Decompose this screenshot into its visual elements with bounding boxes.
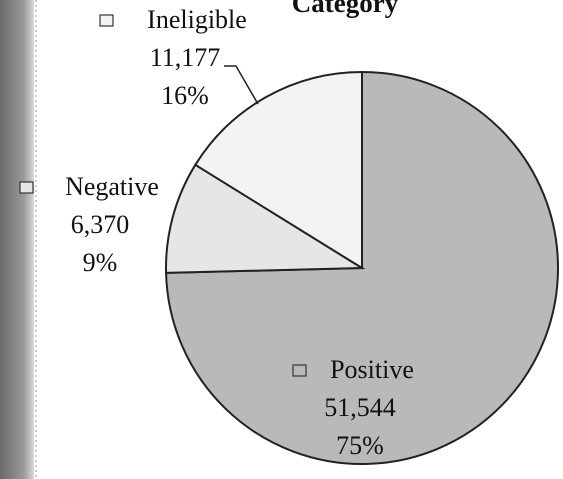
value-label: 11,177: [150, 43, 221, 72]
percent-label: 16%: [161, 81, 209, 110]
percent-label: 75%: [336, 431, 384, 460]
legend-label: Ineligible: [147, 5, 247, 34]
legend-icon: [99, 14, 114, 27]
pie-slice: [165, 70, 559, 465]
pie-slice: [165, 163, 366, 274]
value-label: 51,544: [324, 393, 396, 422]
legend-icon: [292, 364, 307, 377]
pie: [165, 70, 559, 465]
leader-line: [224, 65, 259, 105]
pie-slice: [193, 70, 363, 270]
legend-label: Negative: [65, 172, 159, 201]
value-label: 6,370: [71, 210, 130, 239]
chart-title: Category: [292, 0, 399, 18]
labels: Positive 51,544 75% Negative 6,370 9% Ineligib…: [19, 5, 414, 460]
legend-label: Positive: [330, 355, 414, 384]
percent-label: 9%: [83, 248, 118, 277]
legend-icon: [19, 181, 34, 194]
scan-edge: [0, 0, 34, 479]
